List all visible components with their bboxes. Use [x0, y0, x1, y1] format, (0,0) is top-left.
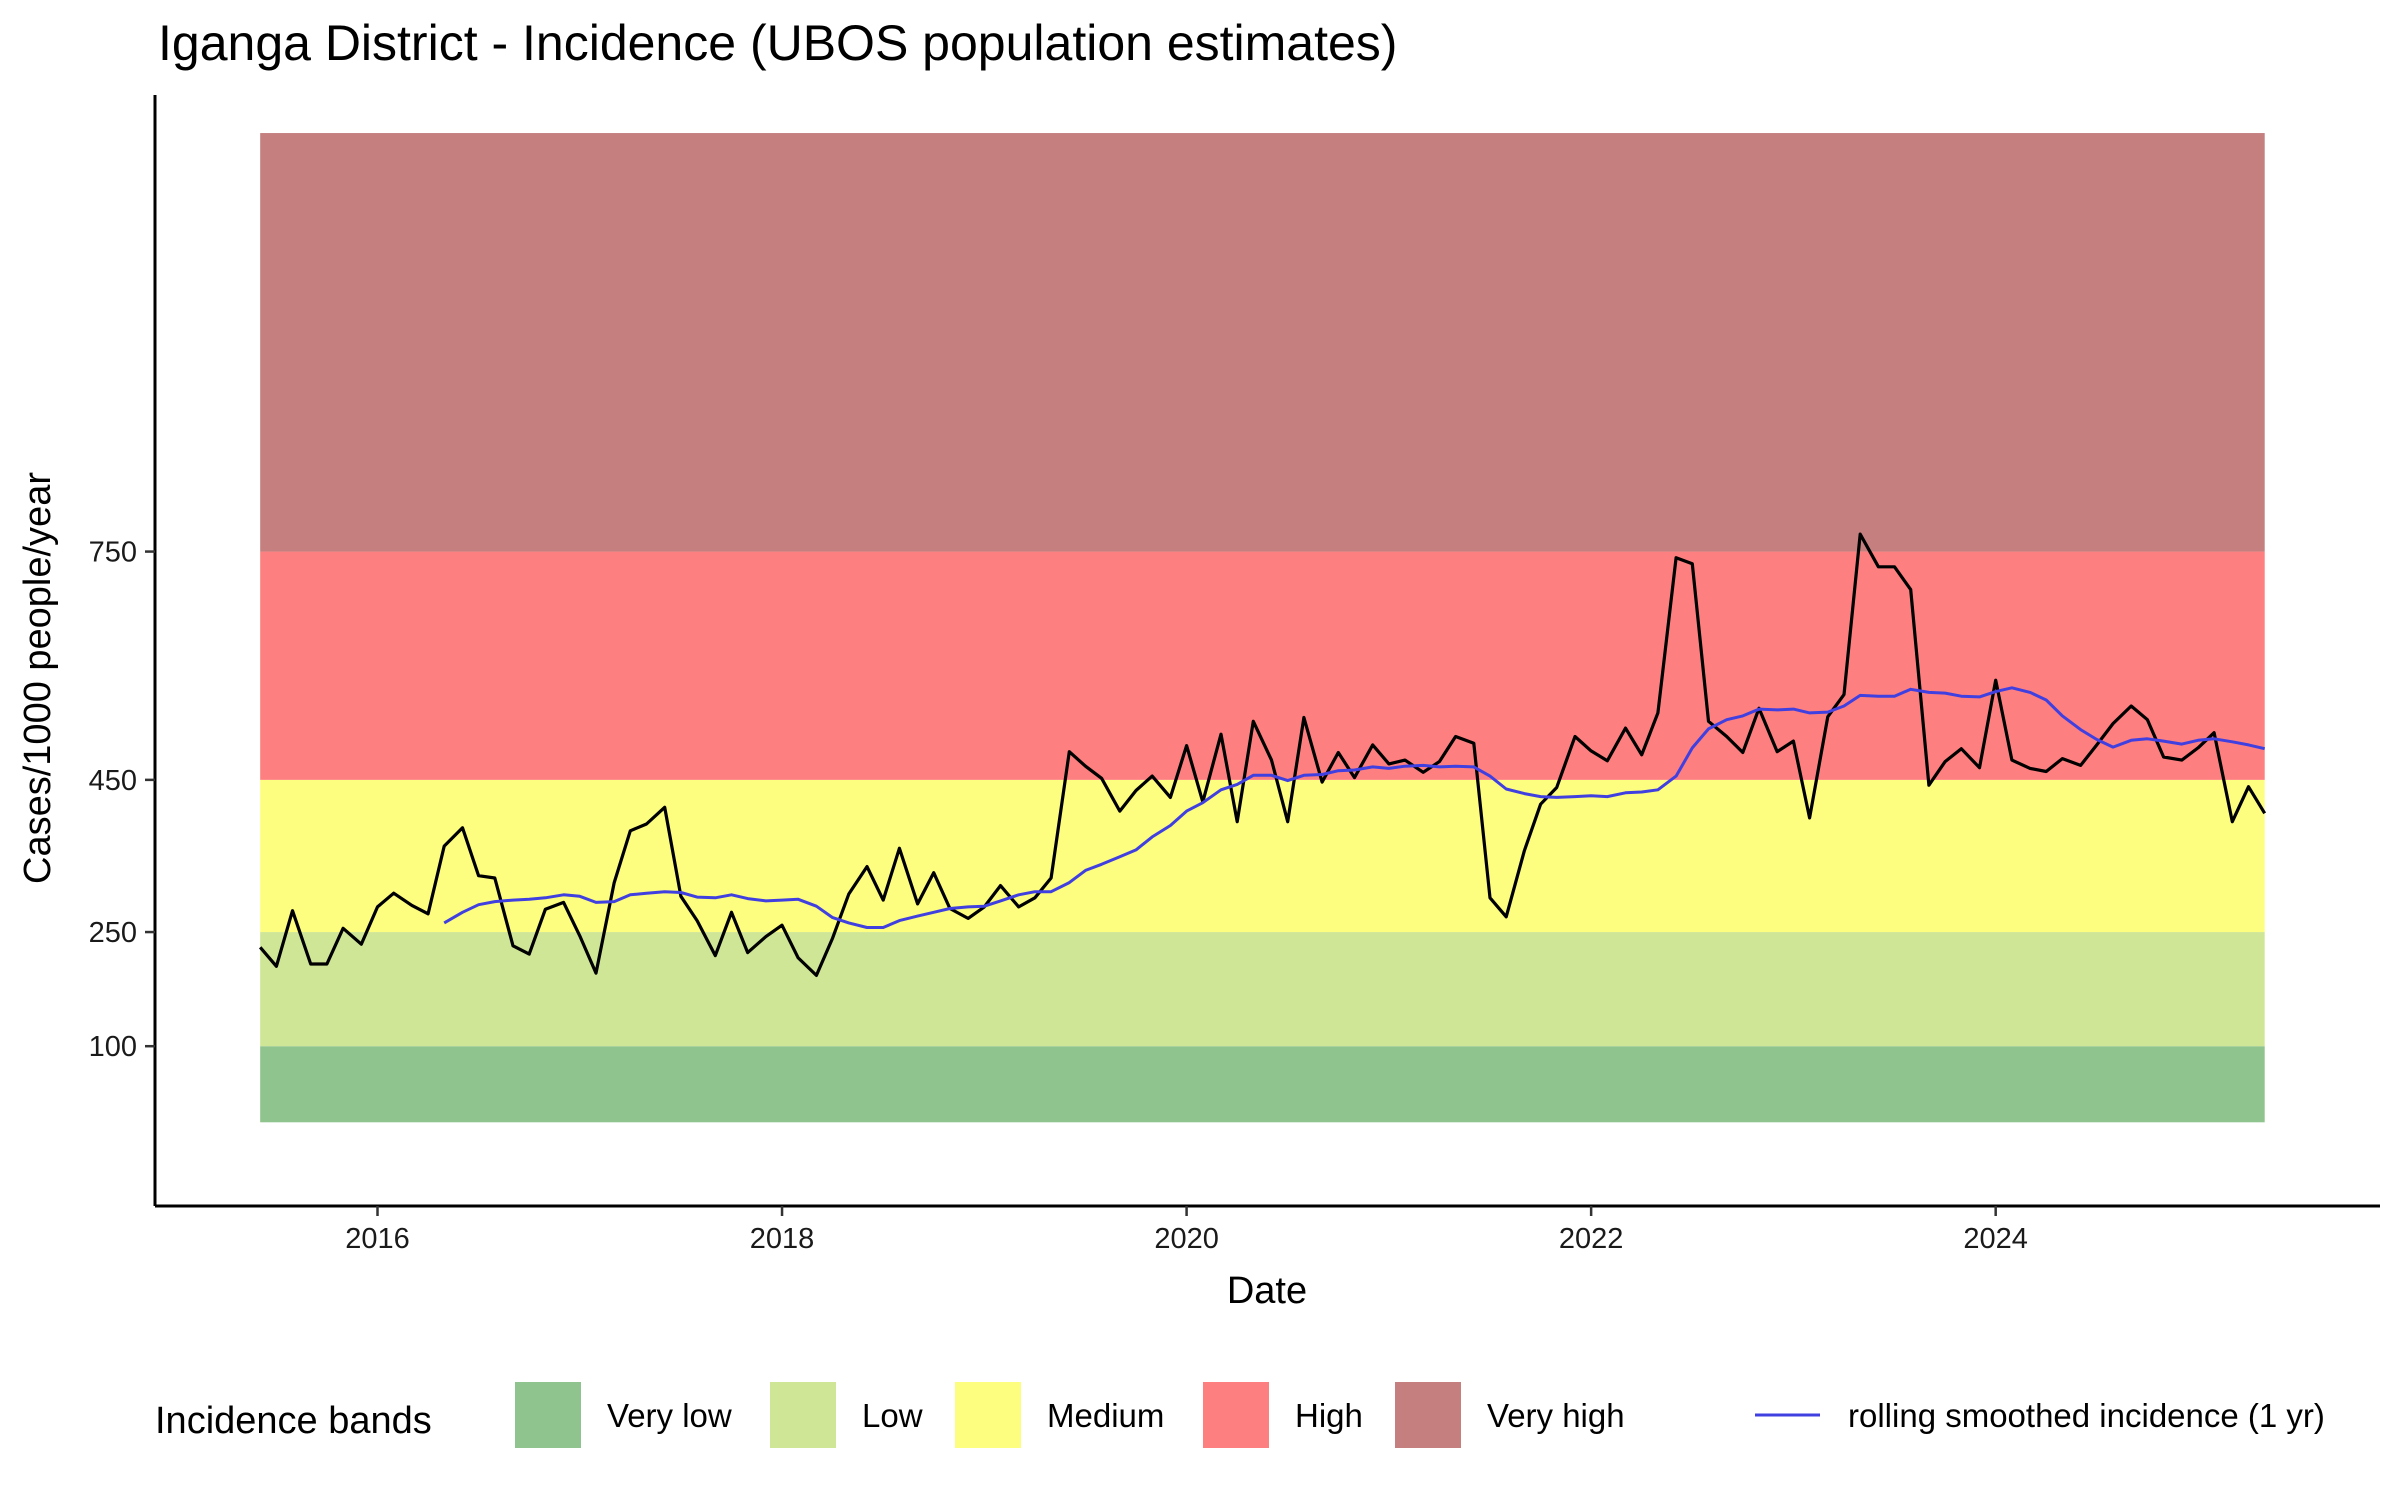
legend-swatch-low [770, 1382, 836, 1448]
y-tick-label-750: 750 [89, 537, 137, 569]
x-tick-label-2020: 2020 [1154, 1223, 1219, 1255]
bands-layer [260, 133, 2265, 1123]
y-tick-label-100: 100 [89, 1031, 137, 1063]
legend-swatch-very-low [515, 1382, 581, 1448]
x-tick-label-2022: 2022 [1559, 1223, 1624, 1255]
axes-layer [153, 95, 2380, 1208]
legend-label-high: High [1295, 1397, 1363, 1434]
band-very-high [260, 133, 2265, 552]
y-axis-label: Cases/1000 people/year [17, 472, 59, 884]
legend-swatch-very-high [1395, 1382, 1461, 1448]
incidence-line [258, 532, 2267, 977]
y-tick-label-250: 250 [89, 917, 137, 949]
band-low [260, 932, 2265, 1047]
chart-title: Iganga District - Incidence (UBOS popula… [158, 15, 1397, 71]
legend-label-rolling-smoothed: rolling smoothed incidence (1 yr) [1848, 1397, 2325, 1434]
rolling-smoothed-line [443, 686, 2266, 929]
band-high [260, 551, 2265, 780]
legend-title: Incidence bands [155, 1400, 432, 1442]
legend-swatch-high [1203, 1382, 1269, 1448]
legend-label-low: Low [862, 1397, 923, 1434]
legend-label-very-high: Very high [1487, 1397, 1625, 1434]
legend-items: Very low Low Medium High Very high rolling sm… [515, 1382, 2325, 1448]
x-tick-label-2016: 2016 [345, 1223, 410, 1255]
band-medium [260, 779, 2265, 933]
y-tick-label-450: 450 [89, 765, 137, 797]
legend-label-medium: Medium [1047, 1397, 1164, 1434]
legend-swatch-medium [955, 1382, 1021, 1448]
x-axis-label: Date [1227, 1270, 1307, 1312]
legend: Incidence bands Very low Low Medium High Ver… [155, 1382, 2325, 1448]
x-tick-label-2024: 2024 [1963, 1223, 2028, 1255]
x-tick-label-2018: 2018 [750, 1223, 815, 1255]
legend-label-very-low: Very low [607, 1397, 732, 1434]
ticks-layer: 2016 2018 2020 2022 2024 100 250 450 750 [89, 537, 2028, 1255]
band-very-low [260, 1046, 2265, 1123]
series-layer [258, 532, 2267, 977]
